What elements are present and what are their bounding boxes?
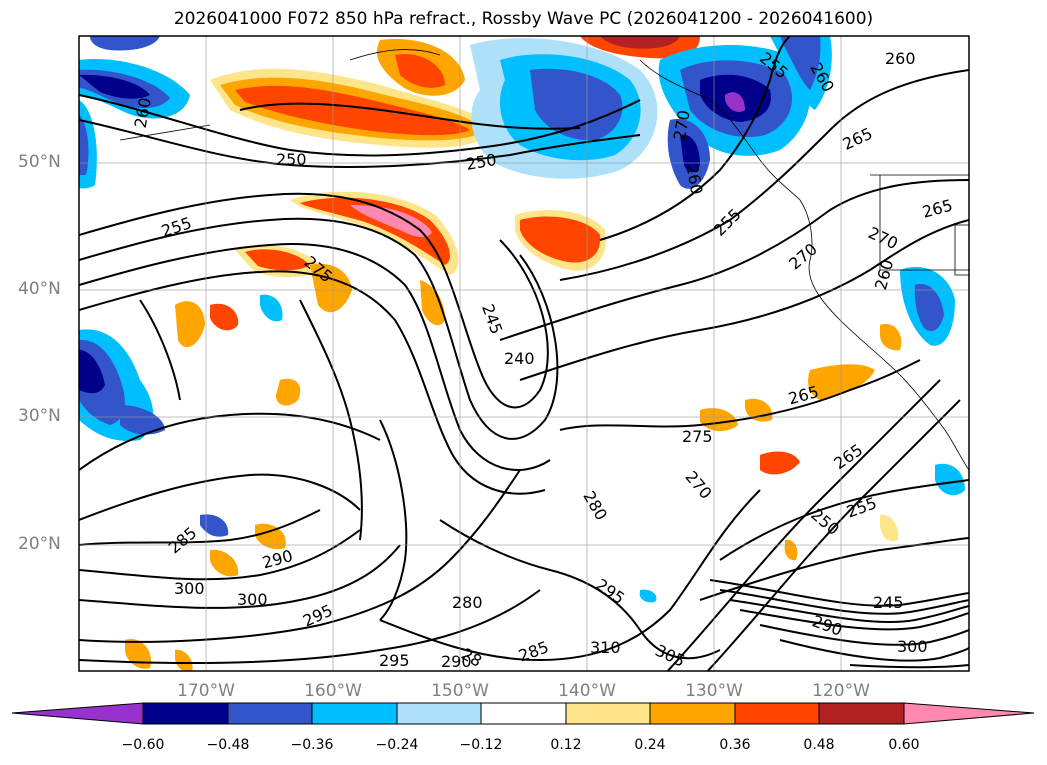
colorbar-swatch	[480, 702, 567, 725]
contour-label: 250	[465, 150, 498, 174]
contour-label: 260	[871, 257, 897, 291]
colorbar-tick: 0.48	[803, 737, 835, 753]
lon-label: 170°W	[177, 681, 235, 701]
lon-label: 140°W	[558, 681, 616, 701]
contour-label: 285	[165, 523, 201, 557]
colorbar-swatch	[734, 702, 820, 725]
colorbar-swatch	[903, 702, 1035, 725]
contour-label: 280	[452, 593, 483, 612]
colorbar	[11, 702, 1035, 725]
colorbar-swatch	[565, 702, 651, 725]
contour-label: 265	[830, 440, 866, 473]
lat-label: 50°N	[18, 152, 61, 172]
contour-label: 300	[174, 579, 205, 598]
contour-label: 265	[920, 196, 954, 222]
contour-label: 270	[681, 467, 715, 503]
contour-label: 265	[786, 382, 820, 408]
colorbar-tick: 0.36	[719, 737, 751, 753]
contour-label: 265	[840, 124, 876, 154]
colorbar-tick: −0.24	[375, 737, 419, 753]
contour-label: 295	[592, 575, 628, 608]
contour-label: 240	[504, 349, 535, 368]
contour-label: 280	[579, 488, 611, 524]
contour-label: 270	[785, 239, 821, 273]
plot-frame	[78, 35, 970, 672]
contour-label: 290	[441, 652, 472, 671]
lat-label: 40°N	[18, 279, 61, 299]
contour-label: 250	[807, 505, 843, 539]
colorbar-swatch	[818, 702, 905, 725]
contour-label: 245	[873, 593, 904, 612]
anomaly-shading	[79, 36, 965, 671]
contour-lines	[79, 36, 969, 671]
colorbar-tick: −0.12	[459, 737, 503, 753]
contour-label: 250	[276, 150, 307, 169]
lat-label: 30°N	[18, 406, 61, 426]
contour-label: 305	[652, 641, 688, 671]
colorbar-swatch	[649, 702, 736, 725]
colorbar-tick: −0.48	[206, 737, 250, 753]
contour-label: 285	[516, 637, 551, 665]
lat-label: 20°N	[18, 534, 61, 554]
colorbar-swatch	[227, 702, 313, 725]
contour-label: 275	[682, 427, 713, 446]
colorbar-tick: 0.60	[888, 737, 920, 753]
contour-label: 270	[865, 223, 901, 253]
colorbar-swatch	[311, 702, 398, 725]
contour-label: 300	[237, 590, 268, 609]
contour-label: 310	[590, 638, 621, 657]
contour-label: 260	[682, 163, 706, 196]
contour-label: 295	[379, 651, 410, 670]
colorbar-tick: 0.24	[634, 737, 666, 753]
lon-label: 150°W	[431, 681, 489, 701]
colorbar-swatch	[396, 702, 482, 725]
map-title: 2026041000 F072 850 hPa refract., Rossby…	[173, 9, 874, 29]
colorbar-swatch	[142, 702, 229, 725]
contour-label: 260	[131, 96, 155, 129]
contour-label: 300	[897, 637, 928, 656]
colorbar-swatch	[11, 702, 144, 725]
coastlines	[119, 49, 969, 471]
contour-label: 260	[885, 49, 916, 68]
lon-label: 130°W	[685, 681, 743, 701]
contour-label: 290	[260, 546, 294, 572]
contour-label: 255	[844, 493, 879, 521]
colorbar-tick: 0.12	[550, 737, 582, 753]
contour-label: 245	[478, 302, 506, 337]
contour-label: 255	[159, 213, 194, 241]
lon-label: 120°W	[812, 681, 870, 701]
colorbar-tick: −0.36	[290, 737, 334, 753]
contour-label: 255	[710, 205, 745, 240]
lon-label: 160°W	[304, 681, 362, 701]
graticule	[79, 36, 969, 671]
colorbar-tick: −0.60	[121, 737, 165, 753]
